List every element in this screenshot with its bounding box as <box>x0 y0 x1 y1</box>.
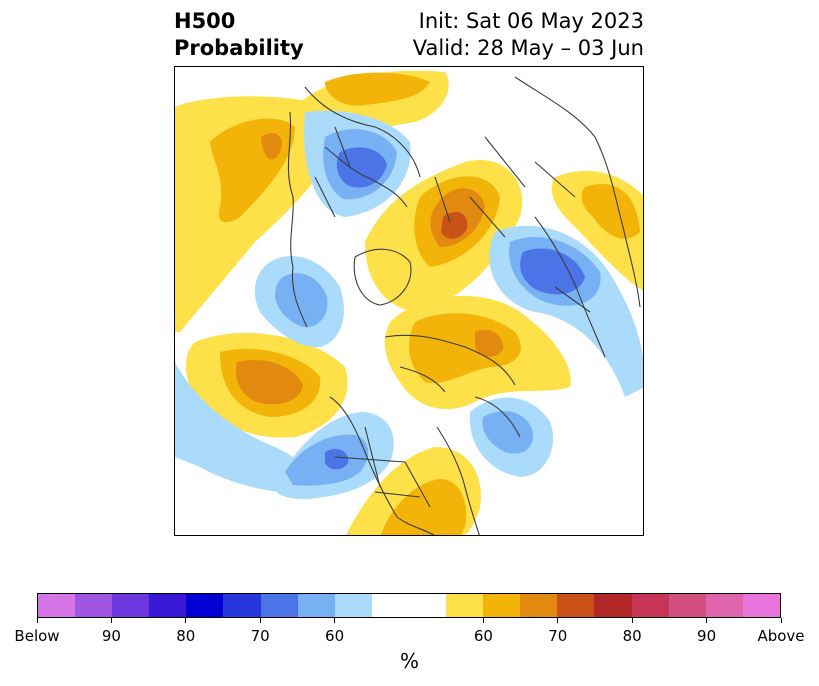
colorbar-segment <box>408 594 447 617</box>
colorbar-tick-label: Below <box>14 627 60 645</box>
colorbar-tick-label: 80 <box>176 627 196 645</box>
colorbar-tick-label: 60 <box>473 627 493 645</box>
coastlines-borders <box>287 76 641 535</box>
region-alaska-bering-mid <box>581 184 640 239</box>
colorbar-tick-label: 90 <box>101 627 121 645</box>
colorbar-tick-mark <box>259 618 261 623</box>
colorbar-segment <box>186 594 224 617</box>
colorbar-segment <box>260 594 298 617</box>
region-north-pacific-mid <box>482 411 534 454</box>
colorbar-segment <box>594 594 632 617</box>
colorbar-segment <box>742 594 780 617</box>
colorbar-segment <box>520 594 558 617</box>
region-canadian-arctic-dark <box>475 329 504 357</box>
colorbar-segment <box>223 594 261 617</box>
colorbar-segment <box>371 594 409 617</box>
colorbar-segment <box>149 594 187 617</box>
colorbar-tick-label: 90 <box>697 627 717 645</box>
region-north-atlantic-mid <box>275 273 328 328</box>
map-canvas <box>175 70 643 535</box>
map-dates: Init: Sat 06 May 2023 Valid: 28 May – 03… <box>413 8 644 62</box>
region-mediterranean-dark <box>336 147 387 188</box>
region-northern-scandinavia-mid <box>325 72 430 106</box>
colorbar <box>37 593 781 618</box>
colorbar-segment <box>446 594 484 617</box>
region-central-russia-darker <box>441 211 468 239</box>
colorbar-tick-label: 60 <box>325 627 345 645</box>
init-date: Init: Sat 06 May 2023 <box>418 9 644 33</box>
region-western-us-dark <box>325 449 349 470</box>
colorbar-tick-mark <box>334 618 336 623</box>
colorbar-segment <box>668 594 706 617</box>
region-canadian-arctic-mid <box>409 313 521 384</box>
map-title: H500 Probability <box>174 8 304 62</box>
region-western-atlantic-south <box>175 362 321 494</box>
colorbar-segment <box>483 594 521 617</box>
colorbar-segment <box>557 594 595 617</box>
region-subtropical-atlantic-dark <box>235 359 303 405</box>
colorbar-segment <box>38 594 76 617</box>
colorbar-ticks: Below 90 80 70 60 60 70 80 90 Above <box>0 618 819 658</box>
colorbar-tick-mark <box>185 618 187 623</box>
title-product: Probability <box>174 36 304 60</box>
colorbar-tick-mark <box>482 618 484 623</box>
colorbar-segment <box>631 594 669 617</box>
region-northeast-asia-dark <box>520 248 585 295</box>
colorbar-tick-label: 70 <box>548 627 568 645</box>
region-western-atlantic-dark <box>261 132 283 160</box>
colorbar-segment <box>705 594 743 617</box>
colorbar-tick-mark <box>631 618 633 623</box>
colorbar-tick-mark <box>36 618 38 623</box>
probability-map <box>174 66 644 536</box>
colorbar-segment <box>75 594 113 617</box>
colorbar-unit: % <box>399 649 419 673</box>
valid-period: Valid: 28 May – 03 Jun <box>412 36 644 60</box>
colorbar-tick-mark <box>780 618 782 623</box>
colorbar-segment <box>297 594 335 617</box>
colorbar-tick-label: Above <box>757 627 805 645</box>
colorbar-segment <box>112 594 150 617</box>
colorbar-tick-mark <box>110 618 112 623</box>
colorbar-tick-mark <box>706 618 708 623</box>
colorbar-segment <box>334 594 372 617</box>
title-variable: H500 <box>174 9 236 33</box>
colorbar-tick-label: 70 <box>250 627 270 645</box>
colorbar-tick-label: 80 <box>622 627 642 645</box>
colorbar-tick-mark <box>557 618 559 623</box>
